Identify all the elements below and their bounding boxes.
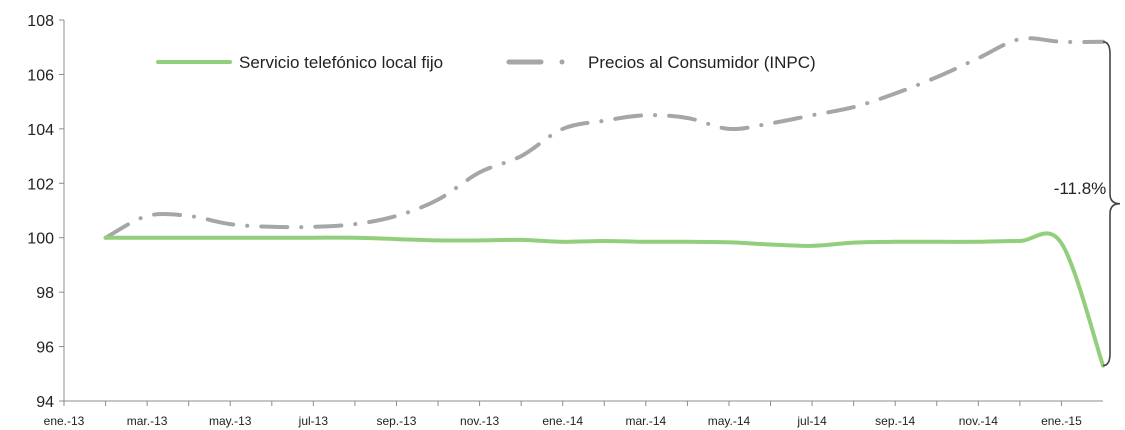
x-tick-label: mar.-13 xyxy=(127,414,168,428)
change-annotation: -11.8% xyxy=(1054,41,1121,367)
y-tick-label: 104 xyxy=(27,122,54,139)
x-tick-label: ene.-14 xyxy=(542,414,583,428)
x-tick-label: jul-14 xyxy=(796,414,827,428)
legend: Servicio telefónico local fijo Precios al… xyxy=(156,53,816,72)
x-tick-label: may.-13 xyxy=(209,414,252,428)
x-tick-label: sep.-14 xyxy=(875,414,915,428)
series-line-inpc xyxy=(103,36,1105,240)
y-tick-label: 106 xyxy=(27,67,54,84)
brace-bracket xyxy=(1102,41,1121,367)
change-label: -11.8% xyxy=(1054,179,1107,198)
x-tick-label: jul-13 xyxy=(298,414,329,428)
y-tick-label: 94 xyxy=(36,394,54,411)
x-tick-label: nov.-14 xyxy=(959,414,998,428)
legend-label-inpc: Precios al Consumidor (INPC) xyxy=(588,53,816,72)
legend-swatch-inpc-dot xyxy=(559,59,565,65)
x-tick-label: may.-14 xyxy=(708,414,751,428)
y-tick-label: 102 xyxy=(27,176,54,193)
x-tick-label: nov.-13 xyxy=(460,414,499,428)
y-tick-label: 100 xyxy=(27,231,54,248)
legend-label-servicio-telefonico: Servicio telefónico local fijo xyxy=(239,53,443,72)
x-tick-label: mar.-14 xyxy=(625,414,666,428)
y-tick-label: 96 xyxy=(36,340,54,357)
series-line-servicio-telefonico xyxy=(103,231,1105,368)
x-tick-label: ene.-15 xyxy=(1041,414,1082,428)
series-lines xyxy=(103,36,1105,368)
axes: 94 96 98 100 102 104 106 108 ene.-13 mar.-13 may.-… xyxy=(27,13,1103,428)
x-tick-label: sep.-13 xyxy=(376,414,416,428)
y-tick-label: 108 xyxy=(27,13,54,30)
y-tick-label: 98 xyxy=(36,285,54,302)
x-tick-label: ene.-13 xyxy=(44,414,85,428)
